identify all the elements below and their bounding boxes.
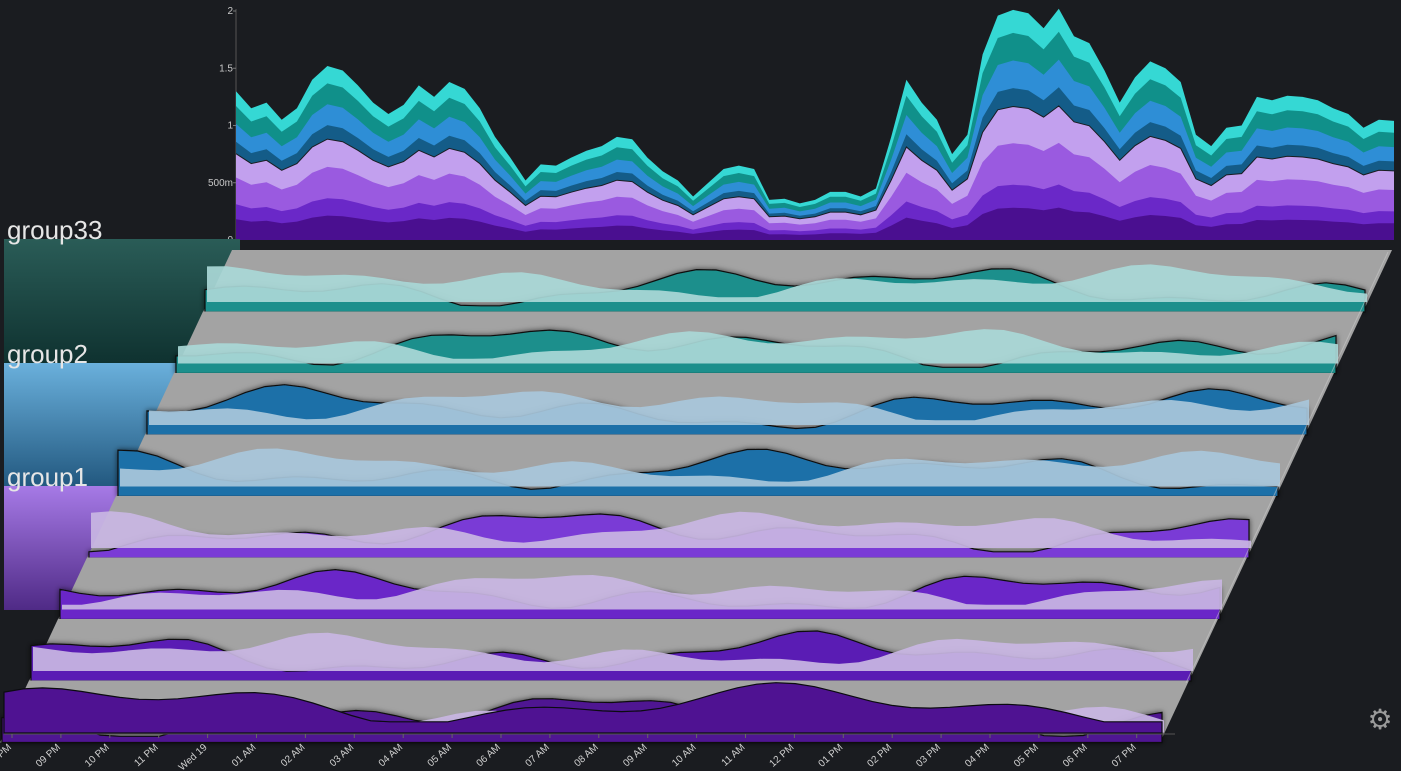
- x-tick-label: 10 PM: [83, 742, 112, 770]
- top-stacked-area-chart: 0500m11.52: [208, 6, 1395, 246]
- ridge-overlay-area: [178, 329, 1338, 364]
- ridge-overlay-area: [149, 391, 1309, 425]
- x-tick-label: Wed 19: [177, 742, 210, 771]
- x-tick-label: 11 PM: [132, 742, 160, 769]
- x-tick-label: 01 AM: [230, 742, 258, 769]
- x-tick-label: 02 PM: [865, 742, 894, 770]
- y-tick-label: 2: [227, 6, 233, 17]
- x-tick-label: 11 AM: [720, 742, 748, 769]
- x-tick-label: 05 AM: [426, 742, 454, 769]
- x-tick-label: 12 PM: [768, 742, 797, 770]
- x-tick-label: 08 AM: [572, 742, 600, 769]
- x-tick-label: 07 PM: [1110, 742, 1139, 770]
- x-tick-label: 04 PM: [963, 742, 992, 770]
- x-tick-label: 03 AM: [328, 742, 356, 769]
- bottom-series-area: [3, 682, 1163, 734]
- group-label: group1: [7, 462, 88, 492]
- x-tick-label: 09 PM: [34, 742, 63, 770]
- x-tick-label: 10 AM: [670, 742, 698, 769]
- ridge-overlay-area: [207, 264, 1367, 302]
- y-tick-label: 1: [227, 121, 233, 132]
- ridge-overlay-area: [62, 575, 1222, 610]
- ridgeline-group-panels: group33 group2 group1: [0, 215, 1392, 744]
- x-tick-label: 04 AM: [377, 742, 405, 769]
- ridge-overlay-area: [120, 448, 1280, 487]
- ridge-overlay-area: [33, 632, 1193, 671]
- ridge-overlay-area: [91, 511, 1251, 548]
- group-label: group2: [7, 339, 88, 369]
- x-tick-label: 01 PM: [816, 742, 845, 770]
- gear-icon[interactable]: ⚙: [1367, 703, 1393, 736]
- band-separator-line: [235, 105, 1395, 220]
- ridge-edge-line: [1185, 251, 1389, 684]
- y-tick-label: 1.5: [219, 63, 233, 74]
- x-tick-label: 06 PM: [1061, 742, 1090, 770]
- stacked-series-area-1: [236, 207, 1394, 240]
- group-label: group33: [7, 215, 102, 245]
- x-tick-label: 06 AM: [475, 742, 503, 769]
- x-tick-label: 02 AM: [279, 742, 307, 769]
- x-tick-label: 07 AM: [523, 742, 551, 769]
- y-tick-label: 500m: [208, 178, 233, 189]
- x-tick-label: 09 AM: [621, 742, 649, 769]
- x-tick-label: 05 PM: [1012, 742, 1041, 770]
- x-tick-label: PM: [0, 742, 14, 760]
- x-tick-label: 03 PM: [914, 742, 943, 770]
